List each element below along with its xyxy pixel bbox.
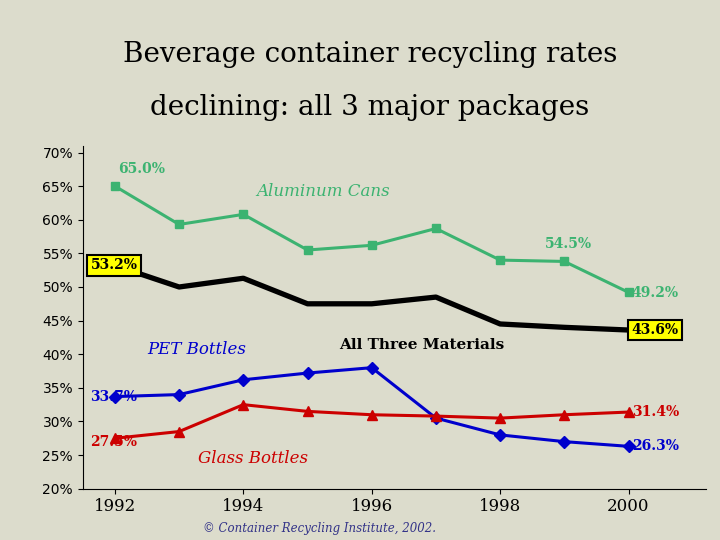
Text: © Container Recycling Institute, 2002.: © Container Recycling Institute, 2002. — [203, 522, 436, 535]
Text: Glass Bottles: Glass Bottles — [199, 450, 308, 467]
Text: 43.6%: 43.6% — [631, 323, 679, 337]
Text: 54.5%: 54.5% — [545, 237, 593, 251]
Text: 65.0%: 65.0% — [118, 162, 165, 176]
Text: 26.3%: 26.3% — [631, 438, 679, 453]
Text: 31.4%: 31.4% — [631, 405, 679, 419]
Text: 49.2%: 49.2% — [631, 286, 679, 300]
Text: PET Bottles: PET Bottles — [147, 341, 246, 358]
Text: 53.2%: 53.2% — [91, 259, 138, 273]
Text: Beverage container recycling rates: Beverage container recycling rates — [123, 42, 617, 69]
Text: All Three Materials: All Three Materials — [340, 338, 505, 352]
Text: declining: all 3 major packages: declining: all 3 major packages — [150, 93, 590, 120]
Text: 27.5%: 27.5% — [91, 435, 138, 449]
Text: Aluminum Cans: Aluminum Cans — [256, 183, 390, 200]
Text: 33.7%: 33.7% — [91, 389, 138, 403]
